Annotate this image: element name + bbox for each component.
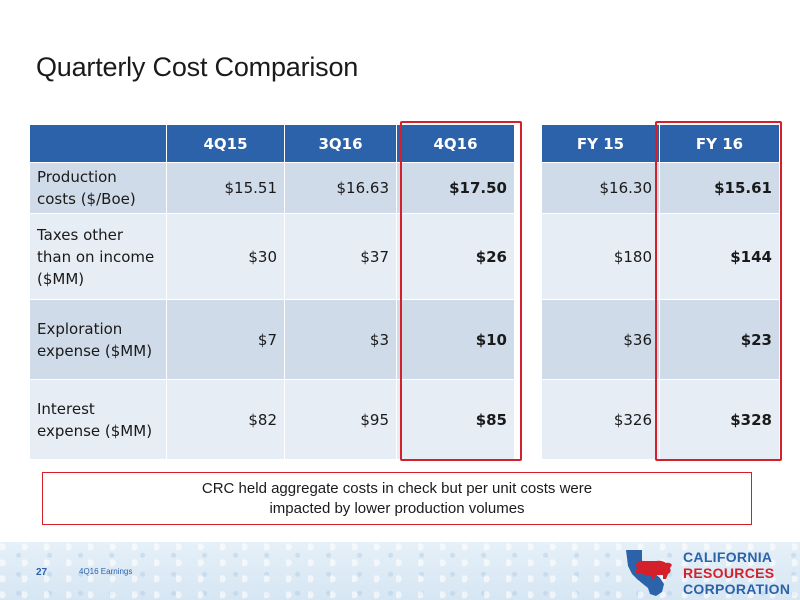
table-row: Exploration expense ($MM) $7 $3 $10 [29, 299, 515, 380]
row-label: Interest expense ($MM) [29, 379, 167, 460]
table-cell: $36 [541, 299, 660, 380]
page-number: 27 [36, 567, 48, 578]
table-cell: $95 [284, 379, 397, 460]
table-cell: $7 [166, 299, 285, 380]
company-logo-text: CALIFORNIA RESOURCES CORPORATION [683, 549, 795, 597]
table-cell: $37 [284, 213, 397, 300]
table-header-row: FY 15 FY 16 [541, 124, 780, 163]
table-cell: $326 [541, 379, 660, 460]
table-cell: $82 [166, 379, 285, 460]
table-row: Production costs ($/Boe) $15.51 $16.63 $… [29, 162, 515, 214]
table-cell-highlighted: $15.61 [659, 162, 780, 214]
callout-line-2: impacted by lower production volumes [269, 500, 525, 517]
slide-title: Quarterly Cost Comparison [36, 52, 359, 82]
table-row: $16.30 $15.61 [541, 162, 780, 214]
table-cell: $3 [284, 299, 397, 380]
table-row: Interest expense ($MM) $82 $95 $85 [29, 379, 515, 460]
footer-label: 4Q16 Earnings [79, 567, 133, 576]
quarterly-cost-table: 4Q15 3Q16 4Q16 Production costs ($/Boe) … [29, 124, 515, 460]
logo-line-1: CALIFORNIA [683, 549, 773, 565]
table-cell: $16.63 [284, 162, 397, 214]
table-cell-highlighted: $85 [396, 379, 515, 460]
column-header-fy15: FY 15 [541, 124, 660, 163]
column-header-fy16: FY 16 [659, 124, 780, 163]
table-row: $180 $144 [541, 213, 780, 300]
table-row: $36 $23 [541, 299, 780, 380]
column-header-4q16: 4Q16 [396, 124, 515, 163]
table-cell: $15.51 [166, 162, 285, 214]
table-row: Taxes other than on income ($MM) $30 $37… [29, 213, 515, 300]
column-header-4q15: 4Q15 [166, 124, 285, 163]
table-header-row: 4Q15 3Q16 4Q16 [29, 124, 515, 163]
table-cell-highlighted: $17.50 [396, 162, 515, 214]
table-cell-highlighted: $26 [396, 213, 515, 300]
table-cell: $30 [166, 213, 285, 300]
california-bear-logo-icon [626, 550, 672, 596]
table-cell: $180 [541, 213, 660, 300]
callout-line-1: CRC held aggregate costs in check but pe… [201, 480, 593, 497]
column-header-blank [29, 124, 167, 163]
table-row: $326 $328 [541, 379, 780, 460]
row-label: Production costs ($/Boe) [29, 162, 167, 214]
column-header-3q16: 3Q16 [284, 124, 397, 163]
table-cell-highlighted: $328 [659, 379, 780, 460]
table-cell: $16.30 [541, 162, 660, 214]
logo-line-3: CORPORATION [683, 581, 791, 597]
table-cell-highlighted: $144 [659, 213, 780, 300]
row-label: Taxes other than on income ($MM) [29, 213, 167, 300]
row-label: Exploration expense ($MM) [29, 299, 167, 380]
table-cell-highlighted: $10 [396, 299, 515, 380]
table-cell-highlighted: $23 [659, 299, 780, 380]
annual-cost-table: FY 15 FY 16 $16.30 $15.61 $180 $144 $36 … [541, 124, 780, 460]
logo-line-2: RESOURCES [683, 565, 775, 581]
callout-note: CRC held aggregate costs in check but pe… [42, 472, 752, 525]
